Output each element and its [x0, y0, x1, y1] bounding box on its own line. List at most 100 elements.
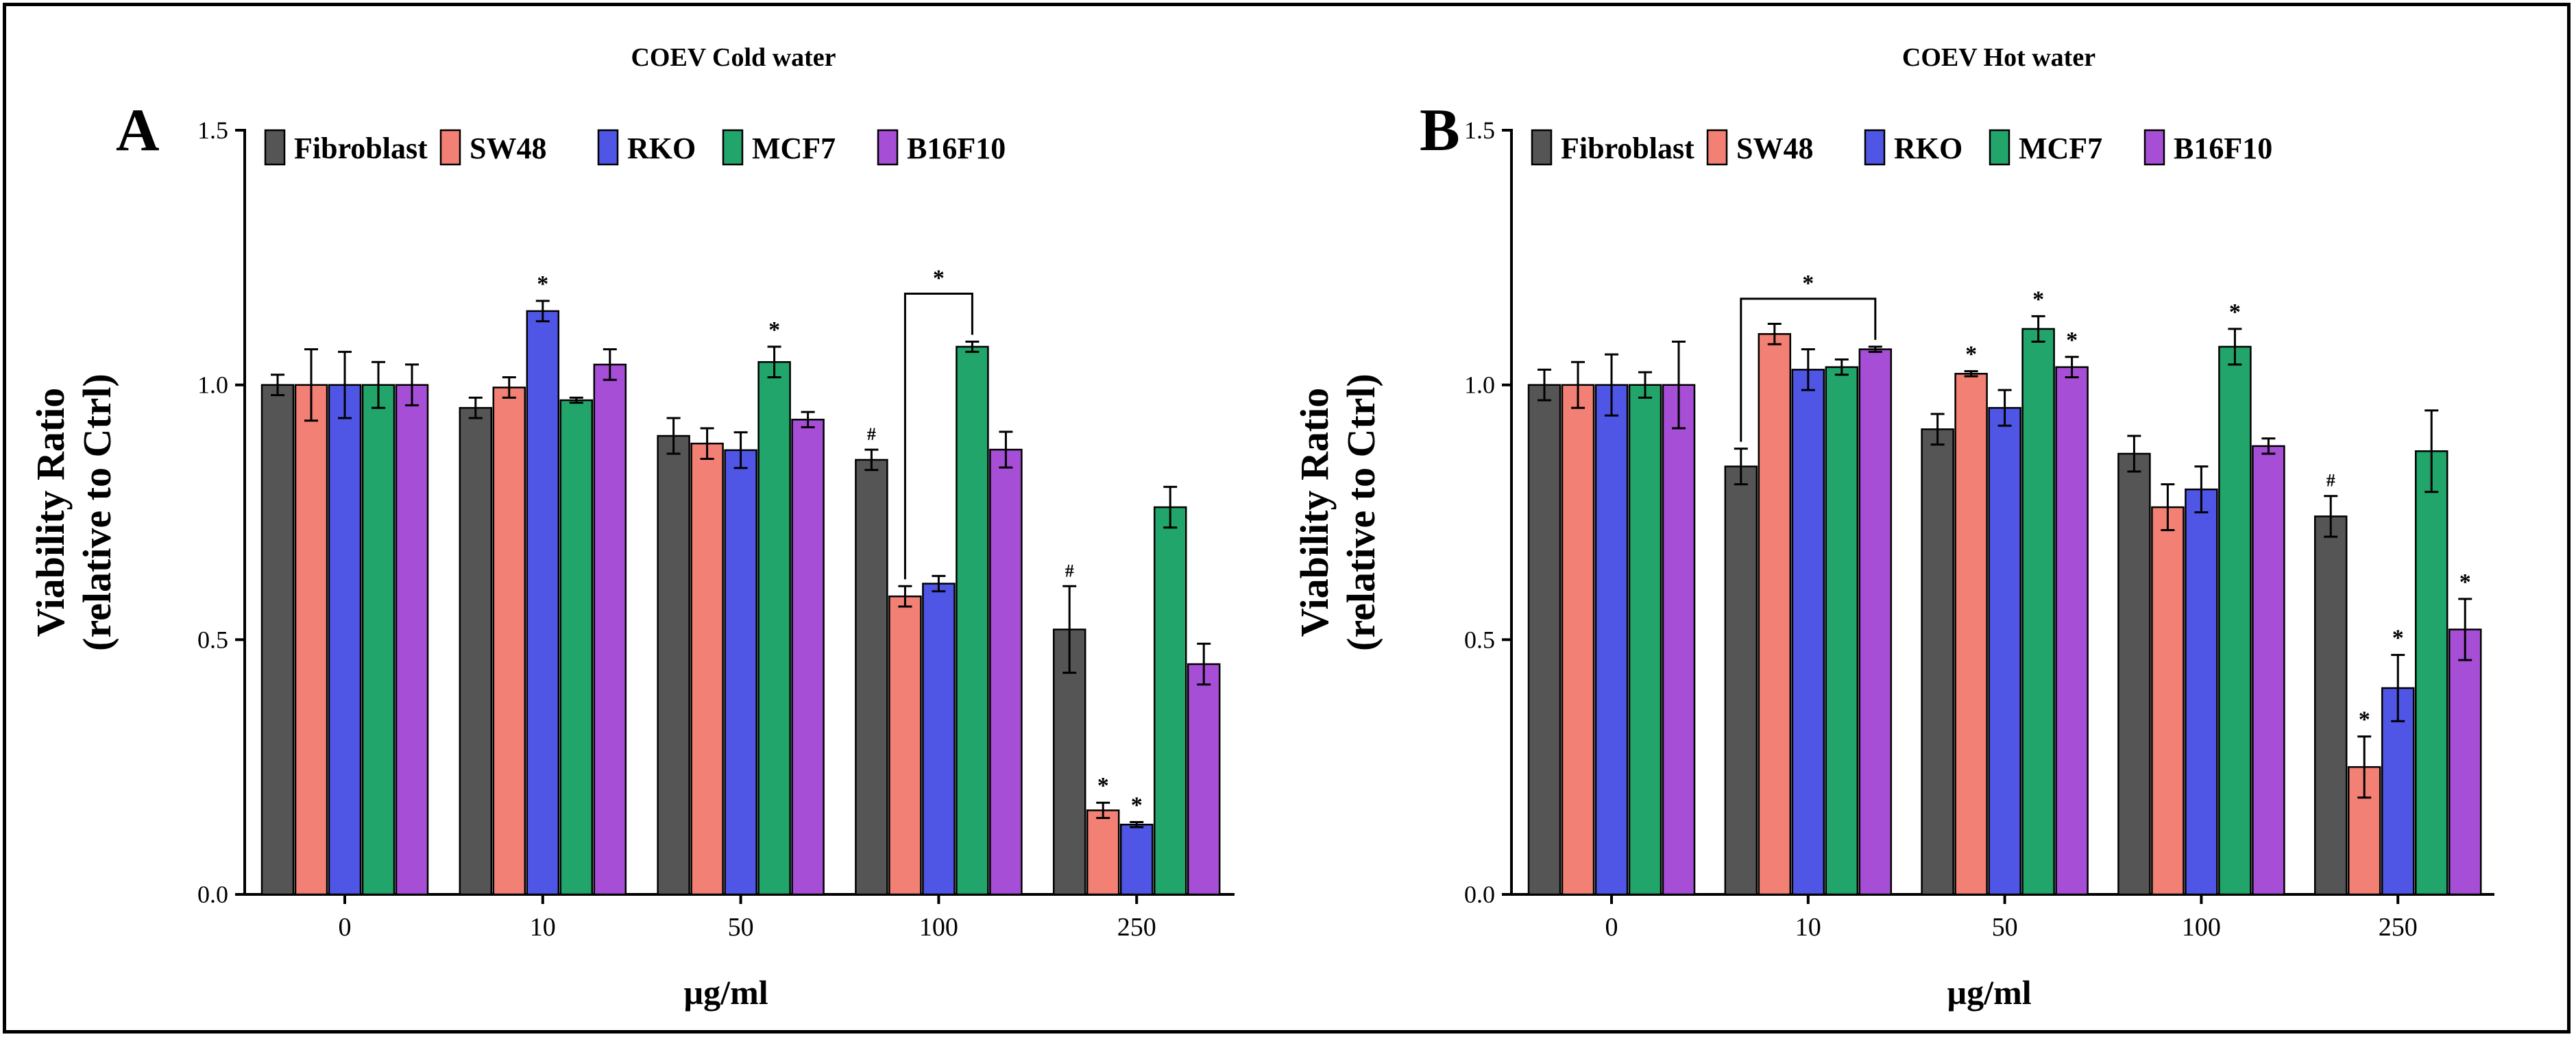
bar-mcf7-250 [1153, 506, 1187, 896]
significance-star: * [2359, 707, 2370, 733]
figure-frame: A COEV Cold water Viability Ratio (relative… [3, 3, 2571, 1034]
significance-hash: # [1065, 561, 1074, 580]
bar-b16f10-0 [1662, 384, 1696, 896]
x-axis-label: µg/ml [683, 973, 768, 1012]
x-tick-label: 10 [1795, 913, 1821, 942]
panel-label: A [116, 97, 160, 164]
significance-star: * [2459, 570, 2471, 595]
bar-mcf7-100 [2218, 345, 2252, 896]
significance-star: * [2032, 286, 2044, 312]
legend-swatch-rko [597, 129, 619, 166]
legend-swatch-sw48 [1706, 129, 1728, 166]
x-tick-label: 0 [339, 913, 352, 942]
bar-rko-50 [1988, 406, 2021, 896]
significance-star: * [768, 317, 780, 343]
bar-fibroblast-100 [2117, 452, 2151, 896]
y-tick-label: 0.5 [1464, 626, 1495, 653]
bar-sw48-100 [888, 595, 922, 896]
chart-title: COEV Cold water [631, 43, 836, 72]
bar-b16f10-0 [395, 384, 429, 896]
panel-b: B COEV Hot water Viability Ratio (relative … [1292, 43, 2494, 1012]
bar-mcf7-10 [559, 399, 594, 896]
bar-b16f10-50 [791, 418, 825, 896]
bar-rko-100 [2185, 488, 2218, 896]
significance-bracket [903, 292, 973, 580]
y-tick-label: 1.0 [1464, 371, 1495, 399]
bar-b16f10-10 [1858, 348, 1893, 896]
bar-fibroblast-50 [1921, 428, 1954, 896]
x-tick-label: 250 [2379, 913, 2418, 942]
x-tick-label: 100 [919, 913, 958, 942]
bar-mcf7-10 [1825, 366, 1859, 896]
bar-b16f10-100 [2252, 445, 2285, 896]
legend-swatch-fibroblast [264, 129, 286, 166]
legend-swatch-rko [1864, 129, 1886, 166]
y-axis-label: Viability Ratio [28, 388, 73, 637]
legend-label-fibroblast: Fibroblast [1561, 132, 1694, 165]
bar-sw48-0 [1561, 384, 1595, 896]
bar-fibroblast-10 [1724, 465, 1758, 896]
x-tick-label: 100 [2182, 913, 2221, 942]
significance-star: * [2392, 626, 2404, 651]
bar-fibroblast-0 [1527, 384, 1562, 896]
bar-b16f10-50 [2055, 366, 2089, 896]
legend-label-mcf7: MCF7 [2019, 132, 2102, 165]
bar-b16f10-100 [989, 448, 1023, 896]
bar-rko-0 [1594, 384, 1629, 896]
bracket-star: * [1802, 271, 1814, 296]
x-tick-label: 50 [728, 913, 754, 942]
legend-swatch-fibroblast [1531, 129, 1553, 166]
significance-star: * [1131, 792, 1143, 818]
bar-rko-10 [526, 310, 560, 896]
legend-label-b16f10: B16F10 [2174, 132, 2272, 165]
y-tick-label: 1.5 [197, 117, 228, 144]
bar-rko-10 [1791, 369, 1825, 896]
bar-b16f10-10 [593, 363, 627, 896]
significance-star: * [2066, 328, 2078, 353]
panel-label: B [1420, 97, 1460, 164]
legend-label-rko: RKO [1894, 132, 1963, 165]
legend-swatch-mcf7 [1989, 129, 2010, 166]
bar-b16f10-250 [1187, 663, 1221, 896]
bar-sw48-10 [492, 387, 526, 896]
bar-rko-250 [1119, 823, 1154, 896]
bar-rko-0 [328, 384, 362, 896]
bar-mcf7-50 [757, 360, 791, 896]
bar-mcf7-250 [2414, 450, 2449, 896]
bar-sw48-50 [1954, 373, 1988, 896]
bar-mcf7-0 [361, 384, 396, 896]
bar-sw48-250 [1086, 809, 1120, 896]
y-tick-label: 0.0 [1464, 881, 1495, 908]
y-axis-label-sub: (relative to Ctrl) [75, 374, 119, 651]
legend-swatch-b16f10 [877, 129, 899, 166]
significance-star: * [1097, 773, 1109, 798]
legend-label-fibroblast: Fibroblast [294, 132, 428, 165]
bar-sw48-0 [294, 384, 328, 896]
bar-fibroblast-0 [260, 384, 295, 896]
y-tick-label: 0.0 [197, 881, 228, 908]
x-tick-label: 50 [1992, 913, 2018, 942]
y-tick-label: 1.0 [197, 371, 228, 399]
x-tick-label: 10 [530, 913, 556, 942]
bar-rko-50 [724, 449, 757, 896]
bar-b16f10-250 [2448, 628, 2482, 896]
legend-swatch-mcf7 [722, 129, 744, 166]
significance-hash: # [867, 424, 876, 444]
bar-fibroblast-10 [459, 406, 493, 896]
legend-label-rko: RKO [627, 132, 696, 165]
significance-bracket [1740, 297, 1877, 442]
x-tick-label: 0 [1605, 913, 1618, 942]
bracket-star: * [933, 265, 945, 291]
bar-fibroblast-50 [657, 435, 690, 896]
bar-fibroblast-250 [2313, 515, 2348, 896]
y-tick-label: 0.5 [197, 626, 228, 653]
y-axis-label-sub: (relative to Ctrl) [1339, 374, 1383, 651]
y-axis-label: Viability Ratio [1292, 388, 1337, 637]
significance-star: * [537, 271, 548, 297]
x-tick-label: 250 [1117, 913, 1156, 942]
legend-swatch-b16f10 [2143, 129, 2165, 166]
bar-sw48-50 [690, 442, 724, 896]
significance-star: * [2229, 300, 2241, 325]
significance-hash: # [2326, 471, 2335, 491]
legend-label-sw48: SW48 [470, 132, 546, 165]
